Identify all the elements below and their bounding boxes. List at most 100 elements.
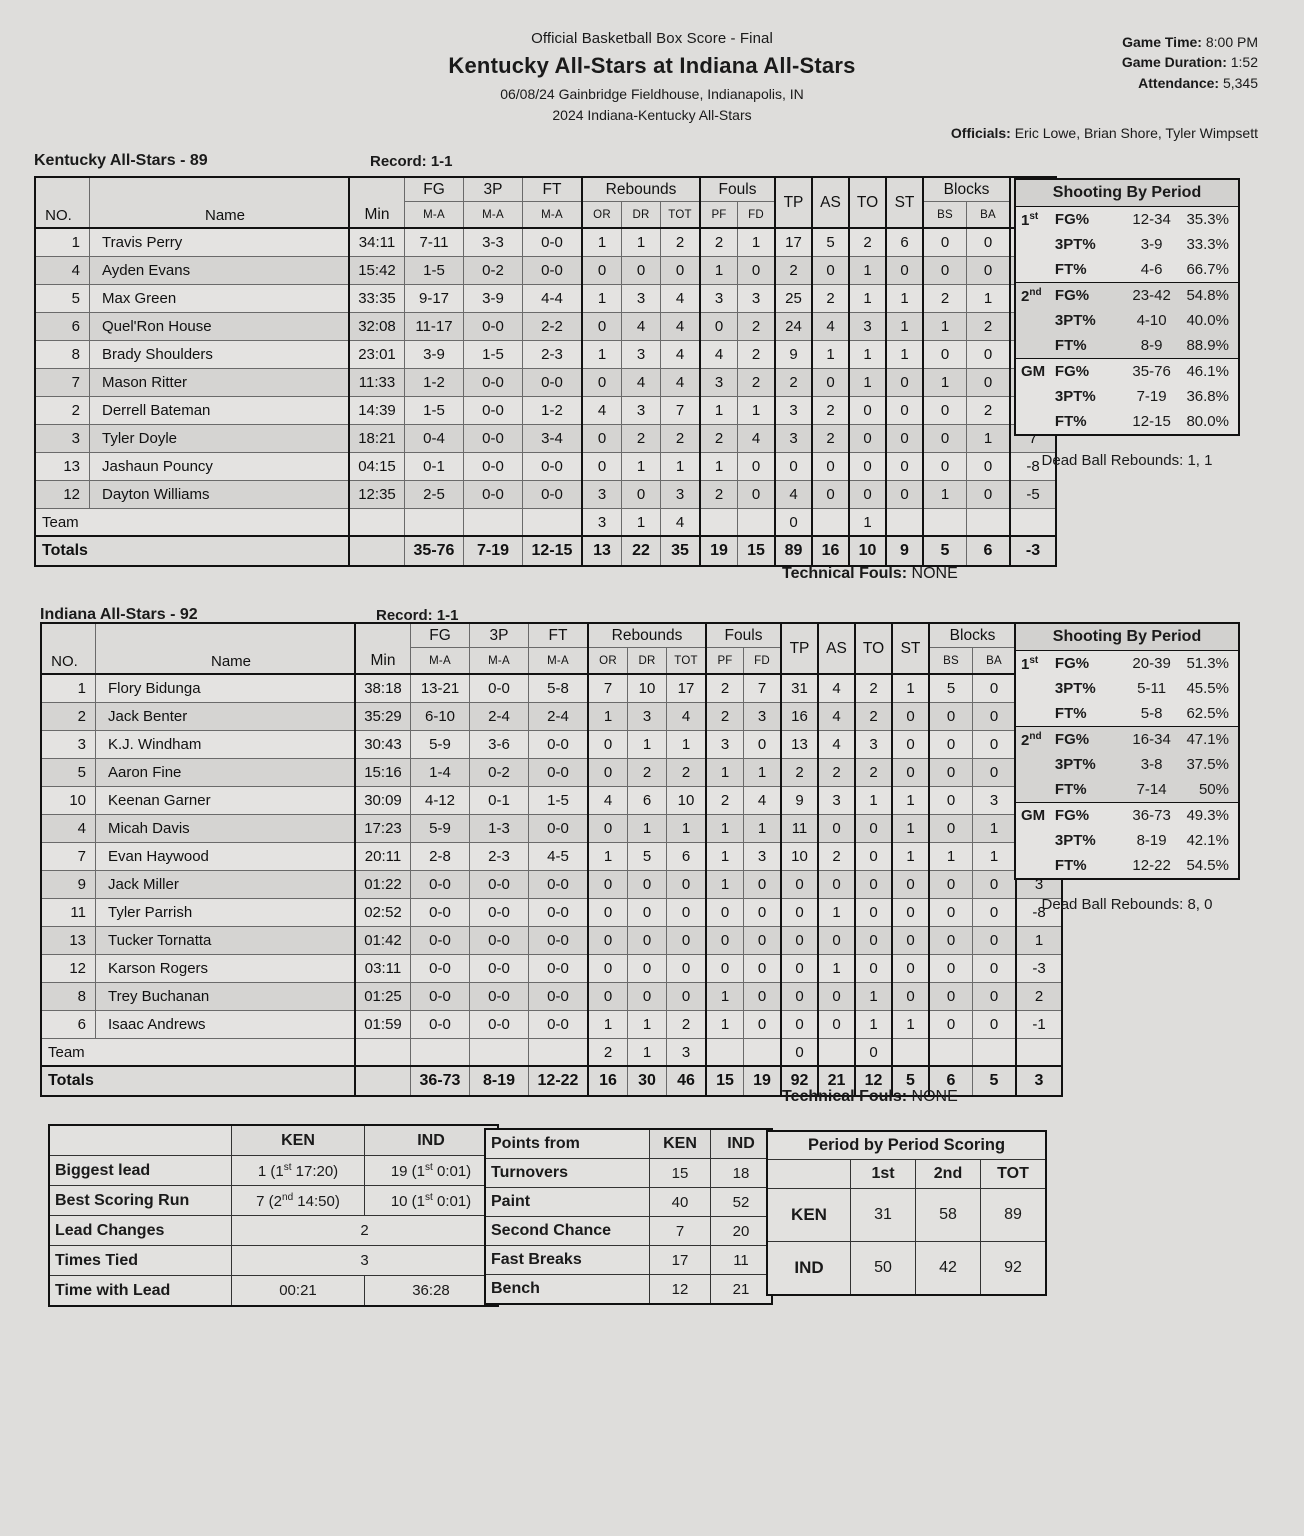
cell-ba: 0 bbox=[972, 954, 1017, 983]
cell-pf: 2 bbox=[705, 673, 744, 703]
cell-tp3: 0-0 bbox=[469, 898, 529, 927]
points-header-row: Points from KEN IND bbox=[484, 1128, 773, 1159]
cell-fd: 1 bbox=[737, 227, 776, 257]
shooting-made-attempted: 7-14 bbox=[1116, 777, 1187, 803]
cell-tp3: 2-3 bbox=[469, 842, 529, 871]
points-row-ken: 12 bbox=[649, 1274, 711, 1305]
cell-fg: 1-5 bbox=[404, 256, 464, 285]
cell-min: 14:39 bbox=[348, 396, 405, 425]
th-3p-ma: M-A bbox=[463, 201, 523, 229]
shooting-row: 3PT% 3-9 33.3% bbox=[1015, 232, 1239, 257]
cell-dr: 0 bbox=[621, 480, 661, 509]
cell-as bbox=[817, 1038, 856, 1067]
cell-bs: 0 bbox=[922, 340, 967, 369]
cell-pf: 0 bbox=[705, 954, 744, 983]
kentucky-technical-fouls-label: Technical Fouls: bbox=[782, 565, 908, 582]
cell-fg: 0-0 bbox=[410, 870, 470, 899]
cell-tp: 0 bbox=[780, 1010, 819, 1039]
cell-dr: 5 bbox=[627, 842, 667, 871]
shooting-period: 1st bbox=[1021, 210, 1039, 229]
th-ba: BA bbox=[972, 647, 1017, 675]
cell-as: 1 bbox=[811, 340, 850, 369]
cell-tp3: 0-2 bbox=[469, 758, 529, 787]
cell-tot: 46 bbox=[666, 1065, 707, 1097]
cell-tp3: 0-0 bbox=[463, 396, 523, 425]
officials-row: Officials: Eric Lowe, Brian Shore, Tyler… bbox=[951, 125, 1258, 141]
cell-bs: 1 bbox=[928, 842, 973, 871]
points-title: Points from bbox=[484, 1128, 650, 1159]
th-tp: TP bbox=[780, 622, 819, 675]
lead-row-label: Lead Changes bbox=[48, 1215, 232, 1246]
cell-min: 17:23 bbox=[354, 814, 411, 843]
indiana-table-head: NO. Name Min FG 3P FT Rebounds Fouls TP … bbox=[40, 622, 1063, 675]
points-row-ken: 17 bbox=[649, 1245, 711, 1275]
cell-bs: 1 bbox=[922, 368, 967, 397]
cell-or: 3 bbox=[581, 508, 622, 537]
cell-tp: 2 bbox=[774, 256, 813, 285]
shooting-percent: 46.1% bbox=[1186, 358, 1239, 384]
table-row: 10 Keenan Garner 30:09 4-12 0-1 1-5 4 6 10 2 4 9 3 1 1… bbox=[40, 786, 1063, 815]
period-row-team: KEN bbox=[766, 1188, 851, 1242]
cell-pm: -3 bbox=[1009, 535, 1057, 567]
cell-ba: 0 bbox=[966, 256, 1011, 285]
lead-row-label: Best Scoring Run bbox=[48, 1185, 232, 1216]
th-fouls-group: Fouls bbox=[699, 176, 776, 202]
cell-dr: 0 bbox=[627, 898, 667, 927]
cell-as: 1 bbox=[817, 898, 856, 927]
cell-pf: 1 bbox=[705, 982, 744, 1011]
lead-row-label: Times Tied bbox=[48, 1245, 232, 1276]
cell-jersey-number: 2 bbox=[40, 702, 96, 731]
indiana-dead-ball-rebounds: Dead Ball Rebounds: 8, 0 bbox=[1041, 896, 1213, 913]
lead-row: Time with Lead 00:21 36:28 bbox=[48, 1275, 499, 1307]
cell-or: 0 bbox=[587, 814, 628, 843]
cell-tp: 2 bbox=[774, 368, 813, 397]
cell-fd: 0 bbox=[743, 730, 782, 759]
shooting-period: 2nd bbox=[1015, 726, 1055, 752]
cell-tp: 3 bbox=[774, 424, 813, 453]
cell-min: 01:42 bbox=[354, 926, 411, 955]
cell-pm: 3 bbox=[1015, 1065, 1063, 1097]
cell-jersey-number: 3 bbox=[40, 730, 96, 759]
totals-row: Totals 35-76 7-19 12-15 13 22 35 19 15 89 16 10 9 5 6-… bbox=[34, 535, 1057, 567]
table-row: 12 Dayton Williams 12:35 2-5 0-0 0-0 3 0 3 2 0 4 0 0 0… bbox=[34, 480, 1057, 509]
cell-to: 0 bbox=[854, 870, 893, 899]
cell-tp3: 0-0 bbox=[469, 1010, 529, 1039]
table-row: 8 Brady Shoulders 23:01 3-9 1-5 2-3 1 3 4 4 2 9 1 1 1 0… bbox=[34, 340, 1057, 369]
cell-player-name: K.J. Windham bbox=[95, 730, 356, 759]
cell-pf: 0 bbox=[699, 312, 738, 341]
cell-bs: 0 bbox=[928, 1010, 973, 1039]
shooting-stat-label: FT% bbox=[1054, 777, 1117, 803]
game-time-label: Game Time: bbox=[1122, 34, 1202, 50]
cell-tp: 0 bbox=[780, 870, 819, 899]
cell-ba: 0 bbox=[966, 340, 1011, 369]
shooting-row: GM FG% 35-76 46.1% bbox=[1015, 358, 1239, 384]
cell-dr: 1 bbox=[627, 1038, 667, 1067]
period-row-p1: 50 bbox=[850, 1241, 916, 1296]
th-name: Name bbox=[95, 622, 356, 675]
cell-ft: 4-4 bbox=[522, 284, 583, 313]
th-tot: TOT bbox=[660, 201, 701, 229]
cell-as: 2 bbox=[811, 424, 850, 453]
cell-st: 0 bbox=[891, 982, 930, 1011]
cell-ft: 0-0 bbox=[528, 1010, 589, 1039]
lead-row-ken: 7 (2nd 14:50) bbox=[231, 1185, 365, 1216]
lead-header-row: KEN IND bbox=[49, 1124, 499, 1156]
points-col-ind: IND bbox=[710, 1128, 773, 1159]
cell-as: 4 bbox=[817, 673, 856, 703]
shooting-row: FT% 8-9 88.9% bbox=[1015, 333, 1239, 359]
cell-to: 1 bbox=[848, 256, 887, 285]
cell-jersey-number: 8 bbox=[34, 340, 90, 369]
shooting-period bbox=[1015, 257, 1055, 283]
cell-dr: 6 bbox=[627, 786, 667, 815]
cell-min: 32:08 bbox=[348, 312, 405, 341]
shooting-made-attempted: 35-76 bbox=[1116, 358, 1187, 384]
cell-pf: 3 bbox=[699, 368, 738, 397]
cell-tp: 4 bbox=[774, 480, 813, 509]
cell-to: 1 bbox=[854, 982, 893, 1011]
shooting-period bbox=[1015, 853, 1055, 879]
cell-bs: 0 bbox=[922, 227, 967, 257]
th-ba: BA bbox=[966, 201, 1011, 229]
cell-tot: 10 bbox=[666, 786, 707, 815]
